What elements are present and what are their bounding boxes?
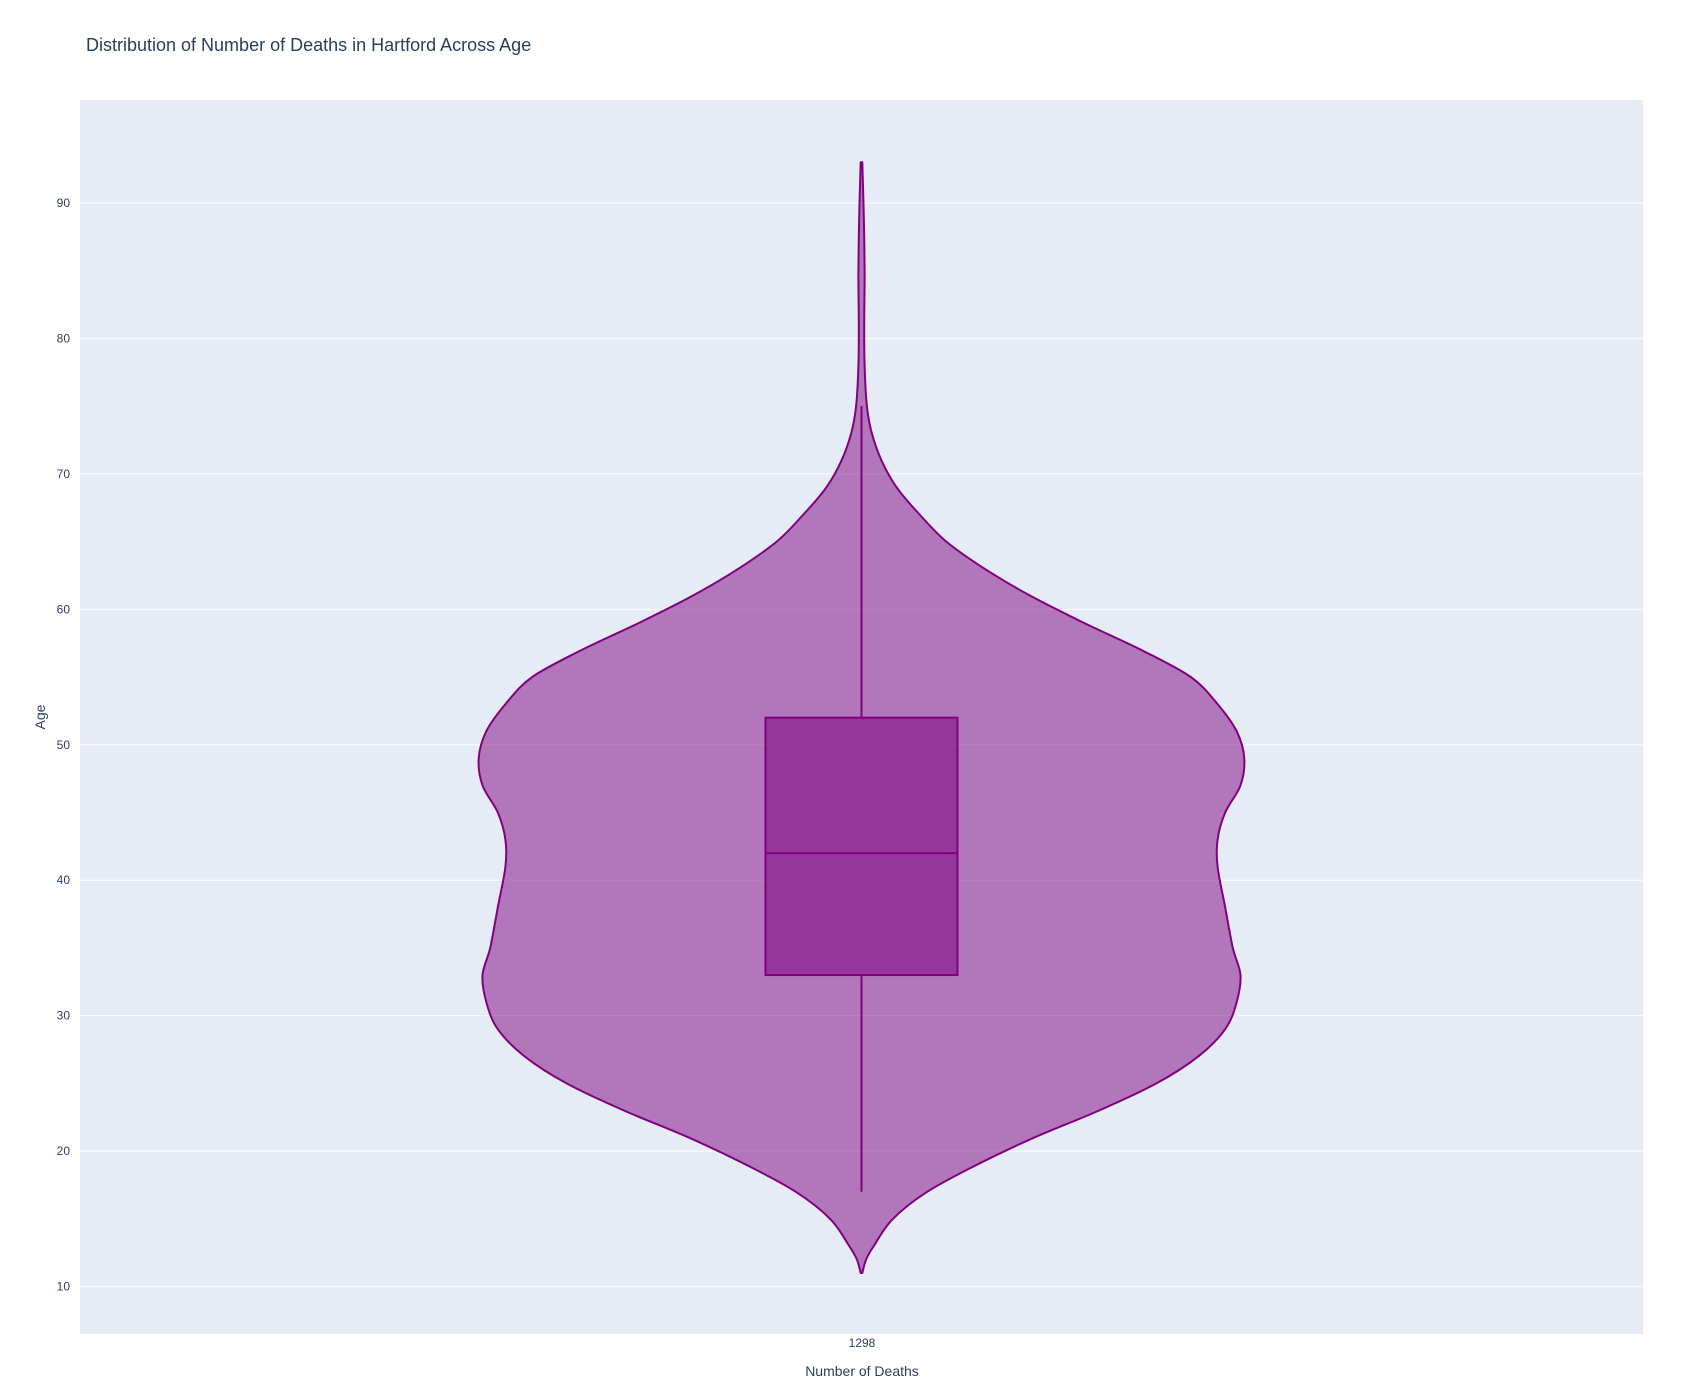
x-tick-label: 1298 [849, 1336, 876, 1350]
x-axis-title: Number of Deaths [805, 1363, 919, 1379]
box-iqr[interactable] [764, 716, 959, 977]
y-axis-title: Age [32, 704, 48, 729]
y-tick-label: 80 [57, 331, 71, 345]
chart-title: Distribution of Number of Deaths in Hart… [86, 35, 531, 55]
y-tick-label: 90 [57, 196, 71, 210]
y-tick-label: 20 [57, 1144, 71, 1158]
y-tick-label: 40 [57, 873, 71, 887]
y-tick-label: 30 [57, 1009, 71, 1023]
y-tick-label: 70 [57, 467, 71, 481]
y-tick-label: 10 [57, 1280, 71, 1294]
y-tick-label: 50 [57, 738, 71, 752]
violin-series[interactable] [477, 161, 1246, 1274]
y-tick-labels: 10 20 30 40 50 60 70 80 90 [57, 196, 71, 1294]
y-tick-label: 60 [57, 602, 71, 616]
